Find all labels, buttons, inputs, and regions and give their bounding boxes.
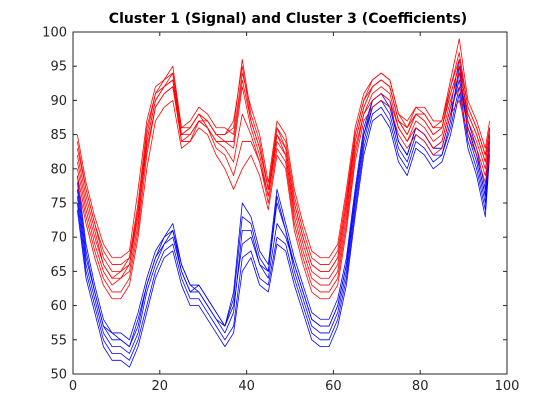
series-line-red-3	[76, 38, 491, 259]
series-line-red-8	[76, 100, 491, 300]
y-tick-label: 70	[50, 231, 67, 246]
y-tick-label: 65	[50, 265, 67, 280]
x-tick-label: 80	[412, 379, 429, 394]
y-tick-label: 85	[50, 128, 67, 143]
y-tick-label: 100	[42, 26, 67, 41]
series-line-red-4	[76, 72, 491, 286]
x-tick-label: 100	[495, 379, 520, 394]
y-tick-label: 95	[50, 60, 67, 75]
series-line-red-7	[76, 65, 491, 279]
x-tick-label: 0	[69, 379, 77, 394]
y-tick-label: 50	[50, 368, 67, 383]
x-tick-label: 60	[325, 379, 342, 394]
chart-title: Cluster 1 (Signal) and Cluster 3 (Coeffi…	[109, 11, 467, 27]
series-line-blue-14	[76, 93, 491, 368]
y-tick-label: 55	[50, 333, 67, 348]
axes-layer: 0 20 40 60 80 100 50 55 60 65 70 75 80 85 90 95 100	[42, 26, 519, 395]
y-tick-label: 80	[50, 162, 67, 177]
x-tick-label: 40	[238, 379, 255, 394]
y-tick-label: 60	[50, 299, 67, 314]
series-layer	[76, 38, 491, 368]
x-tick-label: 20	[152, 379, 169, 394]
series-line-red-6	[76, 86, 491, 293]
y-tick-label: 75	[50, 197, 67, 212]
series-line-blue-12	[76, 86, 491, 361]
y-tick-label: 90	[50, 94, 67, 109]
